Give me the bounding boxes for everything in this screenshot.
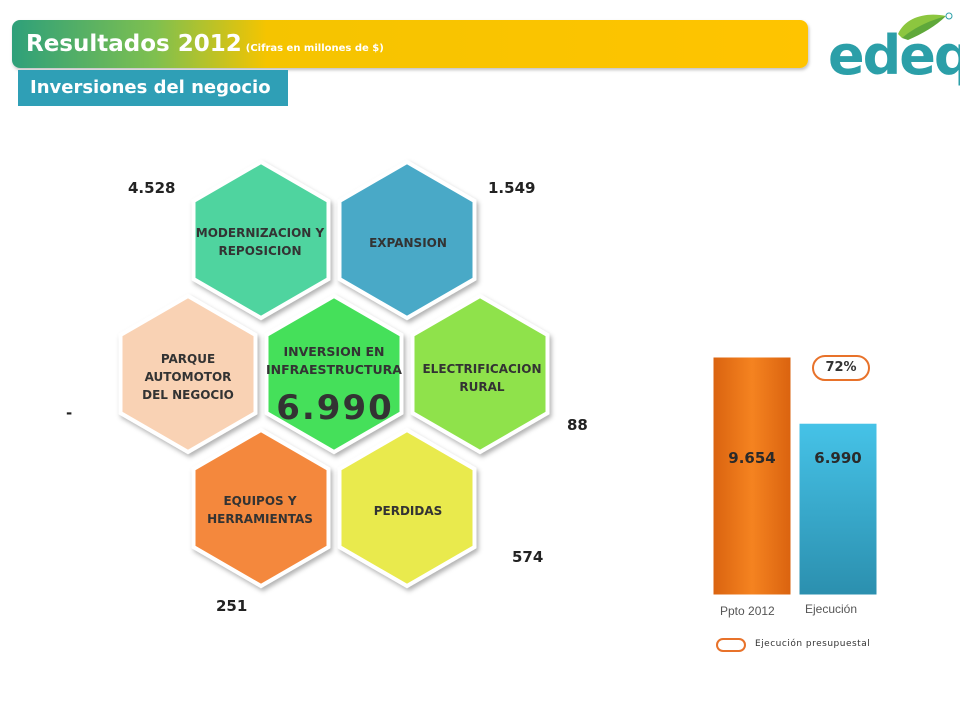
execution-percent-badge: 72% xyxy=(812,355,870,381)
logo-leaf-accent xyxy=(902,16,946,40)
value-modernizacion: 4.528 xyxy=(128,179,176,197)
center-total-value: 6.990 xyxy=(276,388,394,428)
title-note: (Cifras en millones de $) xyxy=(245,43,384,54)
hex-center xyxy=(264,293,404,455)
hex-perdidas xyxy=(337,427,477,589)
section-title: Inversiones del negocio xyxy=(18,70,288,106)
hex-label-modernizacion: MODERNIZACION Y REPOSICION xyxy=(195,226,325,258)
page-title: Resultados 2012 (Cifras en millones de $) xyxy=(26,26,384,62)
bar-ppto xyxy=(710,354,794,598)
title-main: Resultados 2012 xyxy=(26,31,242,57)
hex-electrificacion xyxy=(410,293,550,455)
category-label-ejecucion: Ejecución xyxy=(805,602,858,616)
legend-swatch xyxy=(716,638,746,652)
hex-label-equipos: EQUIPOS Y HERRAMIENTAS xyxy=(207,494,313,526)
hex-label-perdidas: PERDIDAS xyxy=(373,504,443,518)
value-electrificacion: 88 xyxy=(567,416,588,434)
category-label-ppto: Ppto 2012 xyxy=(720,604,775,618)
hex-modernizacion xyxy=(191,159,331,321)
value-equipos: 251 xyxy=(216,597,248,615)
value-expansion: 1.549 xyxy=(488,179,536,197)
hex-label-center: INVERSION EN INFRAESTRUCTURA xyxy=(266,344,402,377)
hex-label-parque: PARQUE AUTOMOTOR DEL NEGOCIO xyxy=(142,352,234,402)
hex-equipos xyxy=(191,427,331,589)
bar-ejecucion xyxy=(796,420,880,598)
hex-label-expansion: EXPANSION xyxy=(369,236,447,250)
hex-label-electrificacion: ELECTRIFICACION RURAL xyxy=(422,362,542,394)
legend-label: Ejecución presupuestal xyxy=(755,639,871,649)
value-perdidas: 574 xyxy=(512,548,544,566)
edeq-logo xyxy=(898,12,953,40)
hex-expansion xyxy=(337,159,477,321)
bar-value-ejecucion: 6.990 xyxy=(814,449,862,467)
bar-value-ppto: 9.654 xyxy=(728,449,776,467)
title-bar xyxy=(12,20,808,68)
value-parque: - xyxy=(66,404,73,422)
logo-text: edeq xyxy=(828,24,960,87)
hex-parque xyxy=(118,293,258,455)
